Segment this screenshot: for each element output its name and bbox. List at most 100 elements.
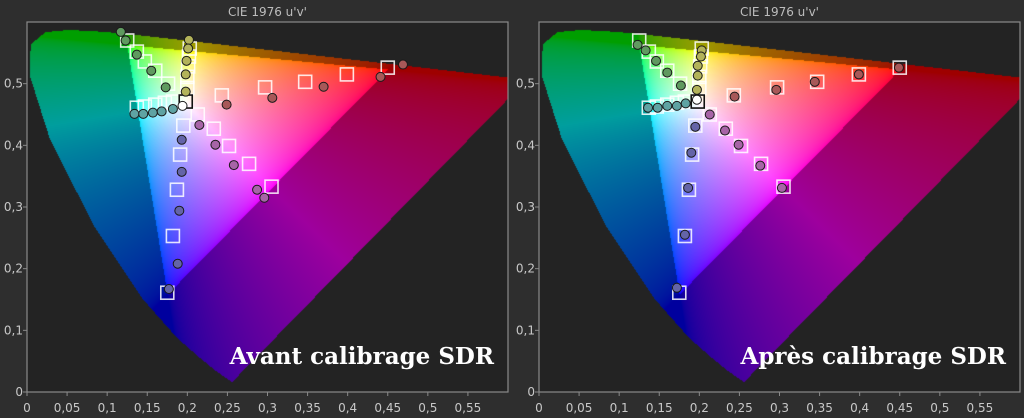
measured-magenta-point	[719, 125, 730, 136]
target-green-square	[137, 54, 153, 69]
x-tick-label: 0,25	[214, 401, 241, 415]
measured-yellow-point	[183, 34, 194, 45]
measured-blue-point	[683, 182, 694, 193]
x-tick-label: 0,5	[930, 401, 949, 415]
measured-green-point	[651, 55, 662, 66]
y-tick-label: 0	[15, 385, 23, 399]
measured-magenta-point	[252, 184, 263, 195]
chart-after-calibration: CIE 1976 u'v' 0 0,05 0,1 0,15 0,2 0,25 0,3 0,35 0…	[512, 0, 1024, 418]
plot-frame	[538, 21, 1021, 393]
target-blue-square	[169, 182, 185, 198]
measured-red-point	[375, 71, 386, 82]
measured-green-point	[146, 65, 157, 76]
measured-cyan-point	[167, 103, 178, 114]
measured-green-point	[640, 45, 651, 56]
x-tick-label: 0,4	[338, 401, 357, 415]
chromaticity-diagram	[512, 0, 1024, 418]
chart-caption: Avant calibrage SDR	[229, 343, 495, 370]
x-tick-label: 0,35	[806, 401, 833, 415]
x-tick-label: 0	[23, 401, 31, 415]
measured-magenta-point	[194, 119, 205, 130]
x-tick-label: 0,1	[610, 401, 629, 415]
measured-red-point	[853, 69, 864, 80]
y-tick-label: 0,3	[4, 200, 23, 214]
measured-cyan-point	[147, 107, 158, 118]
target-green-square	[649, 54, 665, 69]
measured-blue-point	[174, 205, 185, 216]
measured-yellow-point	[180, 86, 191, 97]
chart-before-calibration: CIE 1976 u'v' 0 0,05 0,1 0,15 0,2 0,25 0,3 0,35 0…	[0, 0, 512, 418]
measured-cyan-point	[671, 100, 682, 111]
target-magenta-square	[206, 121, 222, 136]
measured-blue-point	[176, 166, 187, 177]
x-tick-label: 0,3	[770, 401, 789, 415]
measured-red-point	[893, 62, 904, 73]
measured-cyan-point	[680, 98, 691, 109]
measured-red-point	[729, 91, 740, 102]
measured-yellow-point	[695, 51, 706, 62]
y-tick-label: 0,5	[516, 77, 535, 91]
target-red-square	[339, 67, 355, 82]
target-magenta-square	[702, 107, 718, 122]
measured-green-point	[115, 26, 126, 37]
target-magenta-square	[241, 156, 257, 172]
target-blue-square	[172, 147, 188, 162]
measured-yellow-point	[180, 69, 191, 80]
chart-overlay: CIE 1976 u'v' 0 0,05 0,1 0,15 0,2 0,25 0,3 0,35 0…	[4, 5, 509, 415]
measured-magenta-point	[228, 160, 239, 171]
target-red-square	[214, 88, 230, 103]
target-red-square	[297, 74, 313, 90]
measured-cyan-point	[652, 102, 663, 113]
measured-yellow-point	[691, 84, 702, 95]
target-magenta-square	[190, 107, 206, 122]
y-tick-label: 0,1	[516, 323, 535, 337]
chart-title: CIE 1976 u'v'	[228, 5, 307, 19]
x-tick-label: 0,05	[566, 401, 593, 415]
measured-red-point	[809, 76, 820, 87]
measured-green-point	[131, 49, 142, 60]
target-red-square	[726, 88, 742, 103]
measured-magenta-point	[704, 109, 715, 120]
measured-yellow-point	[181, 55, 192, 66]
y-tick-label: 0,4	[4, 138, 23, 152]
target-red-square	[257, 80, 273, 95]
target-magenta-square	[264, 179, 279, 194]
measured-cyan-point	[138, 108, 149, 119]
measured-blue-point	[671, 282, 682, 293]
x-tick-label: 0,15	[134, 401, 161, 415]
target-blue-square	[165, 228, 181, 244]
chart-overlay: CIE 1976 u'v' 0 0,05 0,1 0,15 0,2 0,25 0,3 0,35 0…	[516, 5, 1021, 415]
chromaticity-diagram	[0, 0, 512, 418]
measured-blue-point	[172, 258, 183, 269]
measured-green-point	[120, 35, 131, 46]
measured-yellow-point	[183, 43, 194, 54]
x-tick-label: 0,55	[455, 401, 482, 415]
target-magenta-square	[776, 179, 791, 194]
measured-blue-point	[163, 284, 174, 295]
y-tick-label: 0,2	[4, 262, 23, 276]
x-tick-label: 0,25	[726, 401, 753, 415]
y-tick-label: 0,3	[516, 200, 535, 214]
measured-white-point	[691, 94, 702, 105]
target-red-square	[851, 67, 867, 82]
measured-green-point	[675, 80, 686, 91]
measured-cyan-point	[643, 102, 654, 113]
measured-green-point	[662, 67, 673, 78]
measured-yellow-point	[692, 60, 703, 71]
y-tick-label: 0,2	[516, 262, 535, 276]
plot-frame	[26, 21, 509, 393]
measured-green-point	[632, 39, 643, 50]
x-tick-label: 0	[535, 401, 543, 415]
measured-blue-point	[176, 134, 187, 145]
measured-magenta-point	[776, 182, 787, 193]
y-tick-label: 0,4	[516, 138, 535, 152]
x-tick-label: 0,05	[54, 401, 81, 415]
x-tick-label: 0,45	[374, 401, 401, 415]
y-tick-label: 0,5	[4, 77, 23, 91]
chart-title: CIE 1976 u'v'	[740, 5, 819, 19]
measured-green-point	[160, 82, 171, 93]
x-tick-label: 0,2	[178, 401, 197, 415]
x-tick-label: 0,4	[850, 401, 869, 415]
measured-yellow-point	[692, 70, 703, 81]
target-blue-square	[688, 118, 703, 133]
